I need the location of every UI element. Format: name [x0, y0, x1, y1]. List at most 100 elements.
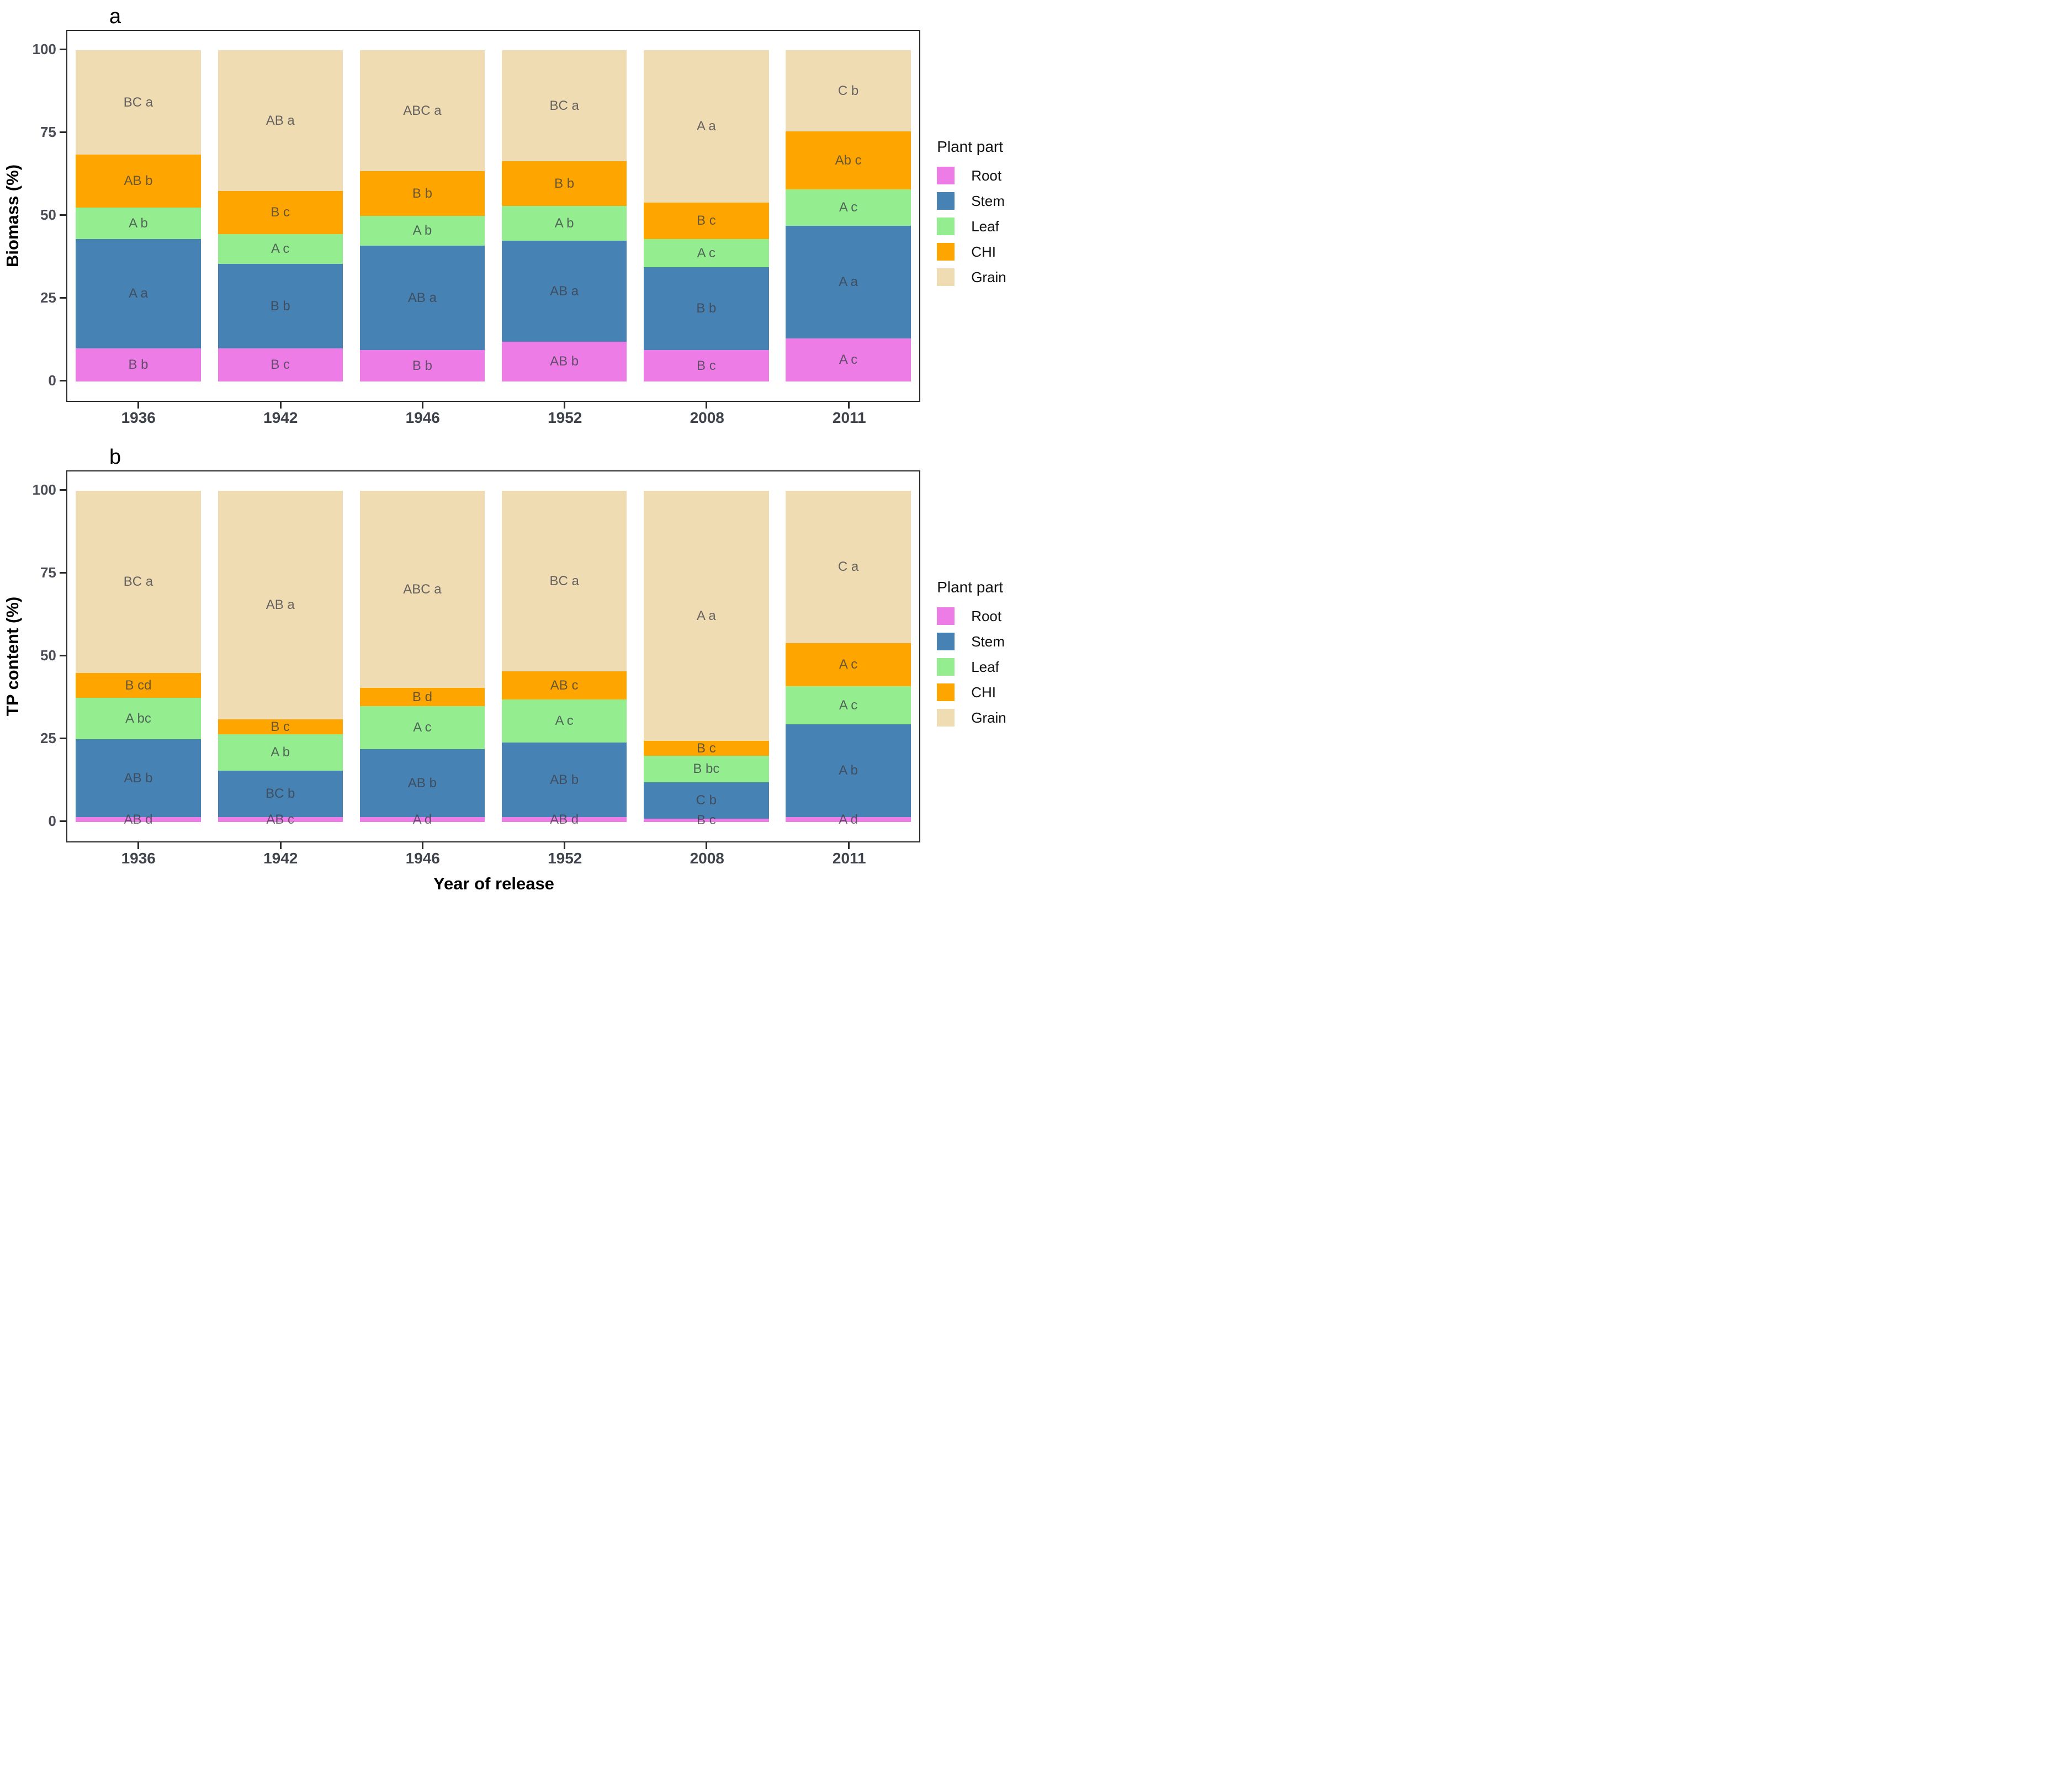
segment-label: A a [839, 274, 858, 289]
segment-root-1936: B b [76, 348, 201, 381]
panel-a-legend: Plant part Root Stem Leaf CHI Grain [920, 30, 1028, 402]
stacked-bar-1946: A d AB b A c B d ABC a [359, 491, 485, 826]
bar-slot-1942: B c B b A c B c AB a [209, 50, 351, 381]
segment-leaf-1942: A c [218, 234, 343, 264]
x-tick-label-1936: 1936 [121, 409, 156, 426]
segment-stem-1942: BC b [218, 771, 343, 817]
panel-b-legend: Plant part Root Stem Leaf CHI Grain [920, 470, 1028, 842]
segment-label: Ab c [835, 152, 862, 168]
stacked-bar-2011: A c A a A c Ab c C b [786, 50, 911, 381]
y-tick-mark [59, 738, 66, 739]
y-tick-label-25: 25 [40, 289, 56, 306]
segment-label: B b [412, 185, 432, 201]
legend-item-stem: Stem [937, 192, 1028, 210]
segment-label: BC a [549, 573, 579, 589]
segment-stem-1952: AB b [501, 743, 627, 817]
stacked-bar-1936: B b A a A b AB b BC a [76, 50, 201, 381]
y-tick-mark [59, 380, 66, 381]
stacked-bar-1942: B c B b A c B c AB a [218, 50, 343, 381]
segment-label: A b [271, 745, 290, 760]
y-tick-label-50: 50 [40, 206, 56, 223]
legend-key-root-swatch [937, 607, 955, 625]
segment-stem-1936: A a [76, 239, 201, 348]
segment-label: B b [554, 176, 575, 191]
segment-grain-1936: BC a [76, 50, 201, 155]
segment-root-2008: B c [644, 350, 769, 381]
segment-label: A c [839, 697, 858, 713]
segment-label: A c [555, 713, 574, 728]
panel-a-letter: a [109, 5, 121, 28]
segment-label: AB a [550, 283, 579, 299]
segment-root-2011: A c [786, 338, 911, 381]
legend-key-leaf-swatch [937, 218, 955, 235]
y-tick-label-50: 50 [40, 647, 56, 664]
segment-label: B b [696, 301, 717, 316]
segment-chi-1936: AB b [76, 155, 201, 208]
segment-label: AB c [550, 677, 579, 693]
segment-label: A a [129, 286, 148, 301]
panel-b-y-axis: 100 75 50 25 0 [25, 470, 66, 842]
x-tick-mark [706, 842, 708, 849]
segment-label: B c [271, 719, 290, 734]
segment-root-1952: AB d [501, 812, 627, 826]
segment-leaf-1946: A b [359, 216, 485, 246]
legend-label: Grain [971, 268, 1006, 285]
segment-label: A c [697, 245, 716, 261]
legend-item-grain: Grain [937, 709, 1028, 727]
segment-label: AB b [124, 770, 153, 786]
segment-grain-1942: AB a [218, 50, 343, 191]
legend-title: Plant part [937, 138, 1004, 155]
x-tick-mark [279, 402, 282, 409]
panel-a-bars: B b A a A b AB b BC a B c B b A c B c AB a B b AB a… [67, 50, 919, 381]
panel-a-plot-area: B b A a A b AB b BC a B c B b A c B c AB a B b AB a… [66, 30, 921, 409]
panel-b: b TP content (%) 100 75 50 25 0 AB d AB b A bc… [0, 444, 1028, 897]
segment-label: BC a [549, 98, 579, 113]
legend-item-chi: CHI [937, 683, 1028, 701]
segment-stem-2008: B b [644, 267, 769, 350]
segment-stem-2008: C b [644, 782, 769, 819]
segment-label: AB b [550, 354, 579, 369]
stacked-bar-1946: B b AB a A b B b ABC a [359, 50, 485, 381]
segment-label: A c [271, 241, 290, 256]
x-tick-label-1946: 1946 [405, 409, 440, 426]
segment-chi-1942: B c [218, 191, 343, 234]
segment-label: B c [271, 357, 290, 372]
panel-b-plot-area: AB d AB b A bc B cd BC a AB c BC b A b B c AB a A … [66, 470, 921, 849]
segment-label: B c [697, 358, 716, 373]
segment-label: C b [696, 793, 717, 808]
segment-stem-2011: A a [786, 226, 911, 338]
segment-label: AB b [124, 173, 153, 188]
segment-stem-1936: AB b [76, 739, 201, 817]
segment-chi-2011: A c [786, 643, 911, 686]
segment-label: A a [697, 119, 716, 134]
y-tick-label-100: 100 [32, 481, 56, 498]
segment-label: A c [839, 352, 858, 367]
segment-label: AB a [266, 597, 295, 612]
y-tick-label-75: 75 [40, 124, 56, 140]
legend-item-root: Root [937, 607, 1028, 625]
segment-label: B cd [125, 677, 152, 693]
x-tick-mark [847, 402, 850, 409]
panel-a-x-axis-labels: 1936 1942 1946 1952 2008 2011 [67, 402, 920, 427]
legend-item-stem: Stem [937, 633, 1028, 650]
segment-chi-1952: AB c [501, 671, 627, 699]
segment-leaf-2011: A c [786, 189, 911, 226]
legend-label: Root [971, 607, 1002, 624]
segment-label: A d [412, 812, 432, 827]
y-tick-mark [59, 131, 66, 133]
y-tick-mark [59, 297, 66, 299]
segment-label: AB d [550, 812, 579, 827]
legend-label: CHI [971, 683, 996, 701]
x-tick-mark [421, 842, 423, 849]
legend-key-chi-swatch [937, 243, 955, 261]
legend-key-stem-swatch [937, 192, 955, 210]
segment-root-1942: AB c [218, 812, 343, 826]
stacked-bar-1936: AB d AB b A bc B cd BC a [76, 491, 201, 826]
x-tick-mark [279, 842, 282, 849]
panel-a-y-axis: 100 75 50 25 0 [25, 30, 66, 402]
x-tick-label-1946: 1946 [405, 850, 440, 867]
segment-leaf-1936: A b [76, 208, 201, 239]
bar-slot-1946: B b AB a A b B b ABC a [351, 50, 493, 381]
segment-grain-1946: ABC a [359, 50, 485, 171]
x-tick-label-2008: 2008 [690, 409, 724, 426]
